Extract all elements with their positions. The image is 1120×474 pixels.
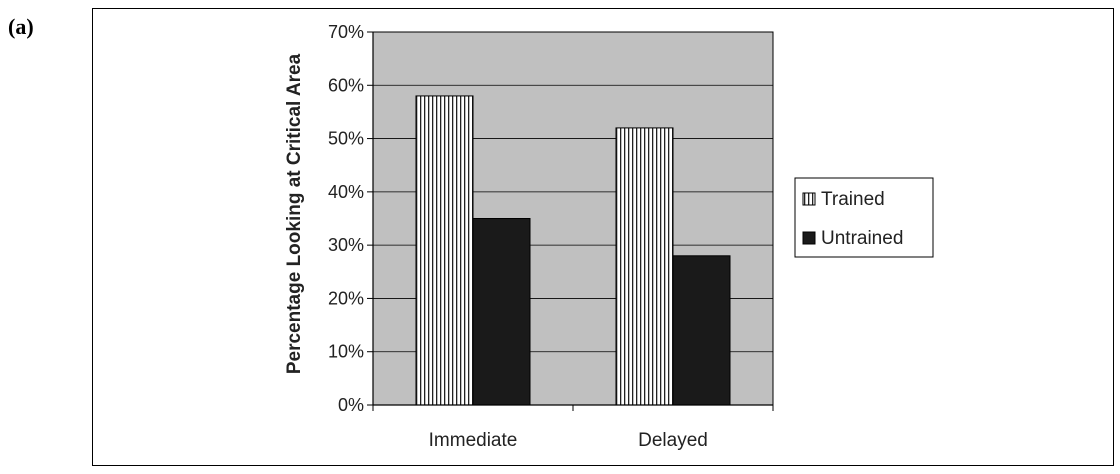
- bar-trained-immediate: [415, 95, 474, 406]
- legend: Trained Untrained: [794, 177, 934, 258]
- x-tick-label: Immediate: [429, 430, 518, 451]
- y-tick-label: 20%: [328, 288, 364, 308]
- panel-label: (a): [8, 14, 34, 39]
- y-tick-label: 60%: [328, 75, 364, 95]
- legend-box: [794, 177, 934, 258]
- legend-swatch-trained: [802, 192, 816, 206]
- y-tick-label: 70%: [328, 22, 364, 42]
- bar-untrained-delayed: [672, 255, 731, 406]
- legend-swatch-untrained: [802, 231, 816, 245]
- bar-trained-delayed: [615, 127, 674, 406]
- y-tick-label: 40%: [328, 182, 364, 202]
- legend-label-untrained: Untrained: [821, 228, 903, 249]
- y-tick-label: 30%: [328, 235, 364, 255]
- y-tick-label: 50%: [328, 129, 364, 149]
- legend-label-trained: Trained: [821, 189, 885, 210]
- y-tick-label: 10%: [328, 342, 364, 362]
- bar-untrained-immediate: [472, 218, 531, 406]
- y-tick-label: 0%: [338, 395, 364, 415]
- x-tick-label: Delayed: [638, 430, 708, 451]
- y-axis-label: Percentage Looking at Critical Area: [284, 53, 305, 374]
